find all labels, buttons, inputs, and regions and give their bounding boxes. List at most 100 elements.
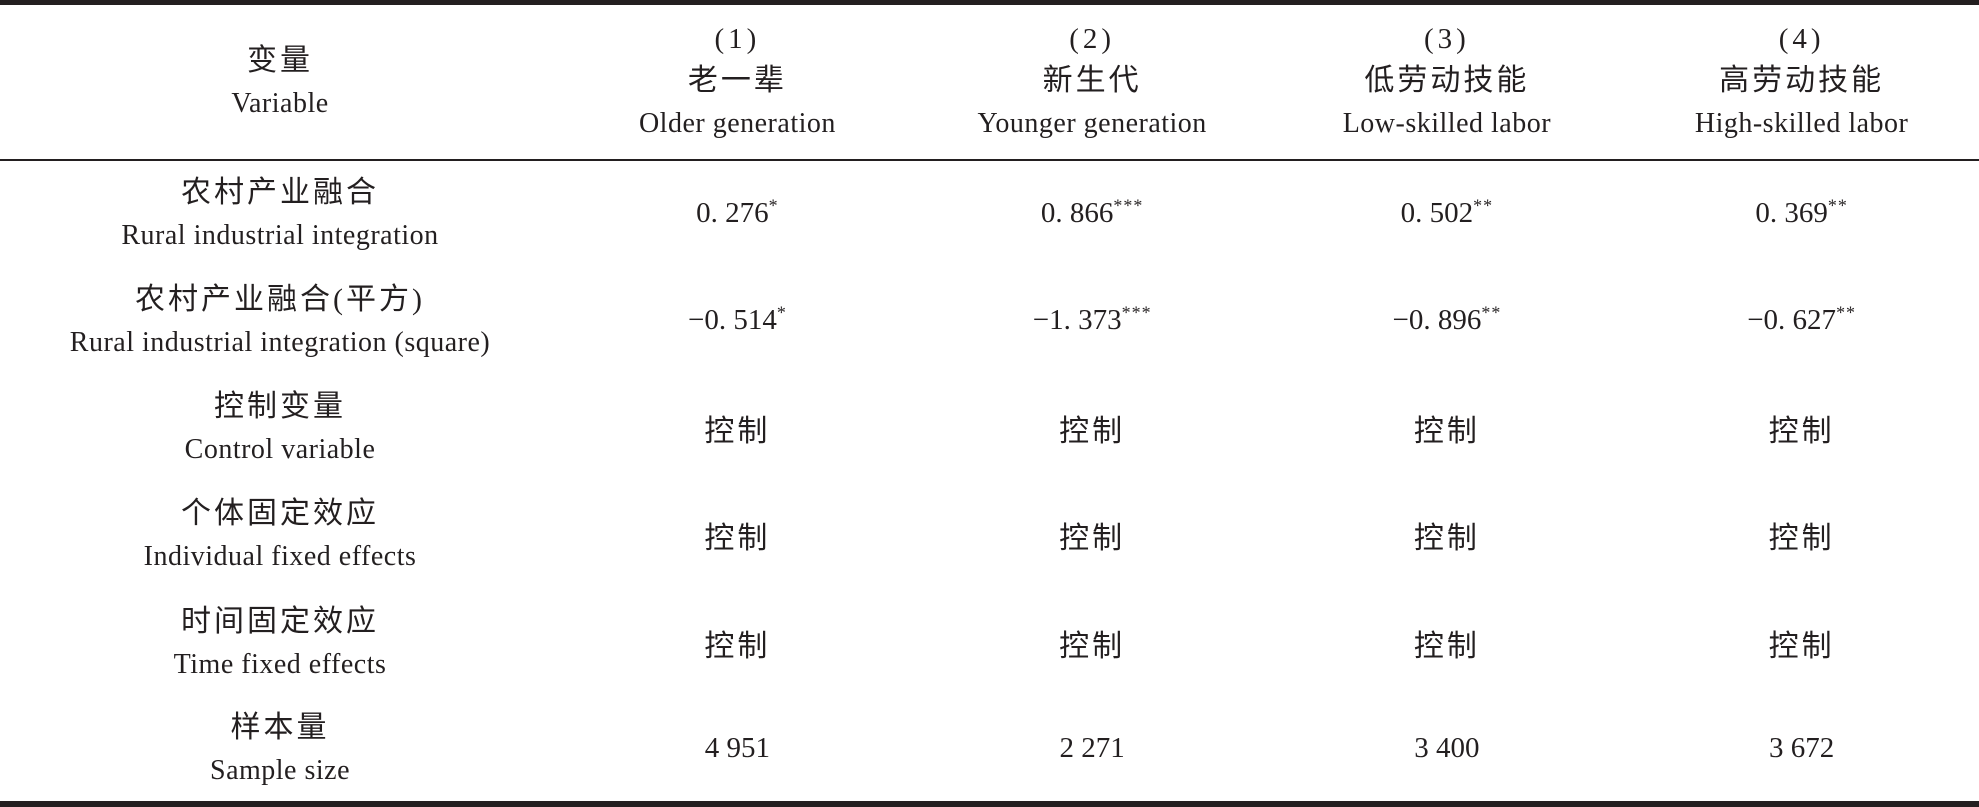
header-variable: 变量 Variable [0,2,561,161]
controlled-flag: 控制 [1059,629,1126,663]
sample-size-value: 4 951 [704,732,771,765]
row-label-zh: 控制变量 [214,390,347,424]
cell-value: 控制 [1624,482,1979,589]
coefficient: 0. 276 [696,197,769,230]
controlled-flag: 控制 [1059,415,1126,449]
row-label-en: Rural industrial integration [121,219,439,251]
header-col-3: (3) 低劳动技能 Low-skilled labor [1269,2,1625,161]
significance-stars: ** [1473,195,1494,216]
controlled-flag: 控制 [1413,415,1480,449]
coefficient: −0. 514 [687,304,777,337]
controlled-flag: 控制 [1768,522,1835,556]
controlled-flag: 控制 [1059,522,1126,556]
row-label-zh: 农村产业融合(平方) [135,282,426,316]
header-col-3-number: (3) [1423,22,1470,55]
significance-stars: * [776,302,787,323]
coefficient: 0. 369 [1755,197,1828,230]
header-col-1: (1) 老一辈 Older generation [560,2,915,161]
row-label: 样本量 Sample size [0,697,560,804]
sample-size-value: 3 400 [1414,732,1480,765]
cell-value: 4 951 [560,697,915,804]
cell-value: 控制 [915,374,1270,481]
significance-stars: ** [1836,302,1857,323]
table-row-sample-size: 样本量 Sample size 4 951 2 271 3 400 3 672 [0,697,1979,804]
row-label: 农村产业融合(平方) Rural industrial integration … [0,267,560,374]
cell-value: 控制 [560,589,915,696]
cell-value: 0. 369** [1624,160,1979,267]
controlled-flag: 控制 [1768,629,1835,663]
cell-value: 控制 [915,589,1270,696]
row-label-en: Rural industrial integration (square) [69,326,491,358]
controlled-flag: 控制 [1413,629,1480,663]
cell-value: 2 271 [915,697,1270,804]
header-col-3-en: Low-skilled labor [1342,107,1552,139]
row-label: 个体固定效应 Individual fixed effects [0,482,560,589]
controlled-flag: 控制 [704,415,771,449]
sample-size-value: 3 672 [1769,732,1835,765]
significance-stars: * [768,195,779,216]
coefficient: 0. 502 [1400,197,1474,230]
controlled-flag: 控制 [704,629,771,663]
table-row-rural-industrial-integration: 农村产业融合 Rural industrial integration 0. 2… [0,160,1979,267]
significance-stars: *** [1121,302,1152,323]
cell-value: 控制 [1270,374,1625,481]
row-label: 控制变量 Control variable [0,374,560,481]
controlled-flag: 控制 [704,522,771,556]
cell-value: −0. 514* [560,267,915,374]
coefficient: −0. 627 [1747,304,1837,337]
cell-value: −0. 896** [1270,267,1625,374]
header-col-2-zh: 新生代 [1042,63,1142,97]
cell-value: 控制 [1270,589,1625,696]
cell-value: 0. 866*** [915,160,1270,267]
cell-value: 控制 [560,482,915,589]
header-variable-en: Variable [231,87,329,119]
coefficient: −1. 373 [1032,304,1122,337]
row-label-zh: 样本量 [230,710,330,744]
cell-value: −0. 627** [1624,267,1979,374]
header-row: 变量 Variable (1) 老一辈 Older generation (2)… [0,2,1979,161]
header-col-4-number: (4) [1778,22,1825,55]
significance-stars: ** [1827,195,1848,216]
row-label-zh: 时间固定效应 [181,604,380,638]
cell-value: 0. 276* [560,160,915,267]
table-row-rural-industrial-integration-square: 农村产业融合(平方) Rural industrial integration … [0,267,1979,374]
cell-value: 控制 [1624,374,1979,481]
table-row-time-fixed-effects: 时间固定效应 Time fixed effects 控制 控制 控制 控制 [0,589,1979,696]
sample-size-value: 2 271 [1059,732,1125,765]
header-col-4: (4) 高劳动技能 High-skilled labor [1624,2,1979,161]
row-label: 时间固定效应 Time fixed effects [0,589,560,696]
header-col-4-en: High-skilled labor [1694,107,1909,139]
cell-value: 0. 502** [1270,160,1625,267]
header-col-1-number: (1) [714,22,761,55]
header-col-2: (2) 新生代 Younger generation [914,2,1270,161]
table-row-individual-fixed-effects: 个体固定效应 Individual fixed effects 控制 控制 控制… [0,482,1979,589]
significance-stars: *** [1113,195,1144,216]
cell-value: 3 400 [1270,697,1625,804]
row-label: 农村产业融合 Rural industrial integration [0,160,560,267]
header-col-1-en: Older generation [638,107,836,139]
table-row-control-variable: 控制变量 Control variable 控制 控制 控制 控制 [0,374,1979,481]
cell-value: 控制 [915,482,1270,589]
row-label-en: Control variable [184,434,376,466]
row-label-zh: 个体固定效应 [181,497,380,531]
cell-value: −1. 373*** [915,267,1270,374]
controlled-flag: 控制 [1413,522,1480,556]
header-col-1-zh: 老一辈 [687,63,787,97]
row-label-zh: 农村产业融合 [181,175,380,209]
row-label-en: Time fixed effects [173,648,387,680]
row-label-en: Sample size [210,754,351,786]
row-label-en: Individual fixed effects [143,541,417,573]
cell-value: 控制 [1624,589,1979,696]
cell-value: 3 672 [1624,697,1979,804]
cell-value: 控制 [1270,482,1625,589]
significance-stars: ** [1481,302,1502,323]
header-variable-zh: 变量 [247,43,314,77]
coefficient: −0. 896 [1392,304,1482,337]
controlled-flag: 控制 [1768,415,1835,449]
header-col-4-zh: 高劳动技能 [1719,63,1885,97]
header-col-2-en: Younger generation [977,107,1207,139]
header-col-3-zh: 低劳动技能 [1364,63,1530,97]
header-col-2-number: (2) [1069,22,1116,55]
